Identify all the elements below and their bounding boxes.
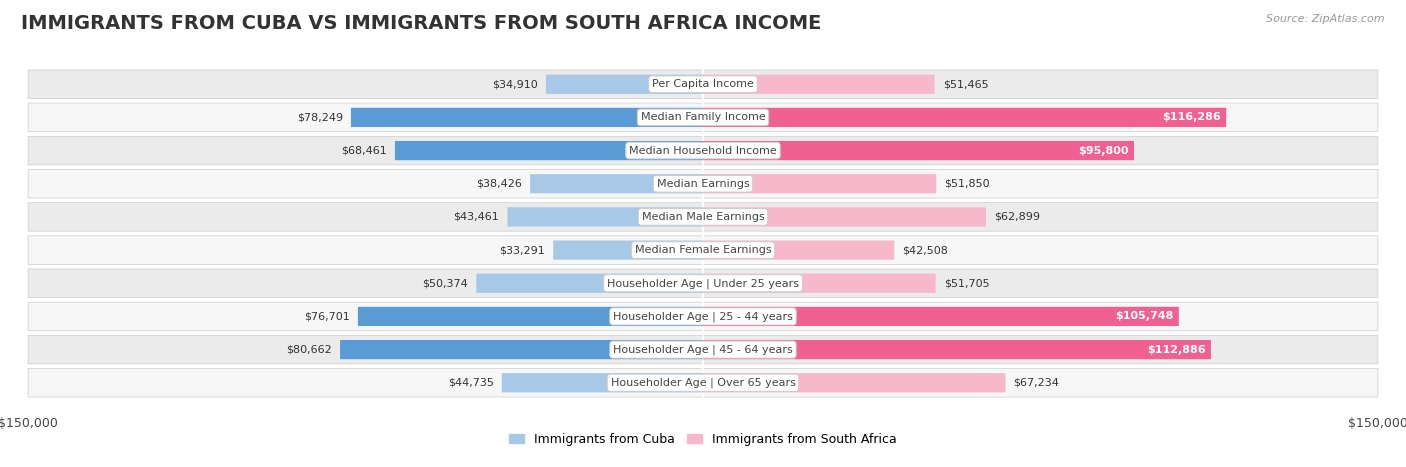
Text: $42,508: $42,508	[903, 245, 948, 255]
FancyBboxPatch shape	[553, 241, 703, 260]
Text: $112,886: $112,886	[1147, 345, 1205, 354]
Text: $105,748: $105,748	[1115, 311, 1174, 321]
Text: $67,234: $67,234	[1014, 378, 1060, 388]
FancyBboxPatch shape	[28, 170, 1378, 198]
Text: Per Capita Income: Per Capita Income	[652, 79, 754, 89]
FancyBboxPatch shape	[703, 174, 936, 193]
FancyBboxPatch shape	[28, 103, 1378, 132]
Text: Median Earnings: Median Earnings	[657, 179, 749, 189]
FancyBboxPatch shape	[395, 141, 703, 160]
Text: Householder Age | 25 - 44 years: Householder Age | 25 - 44 years	[613, 311, 793, 322]
FancyBboxPatch shape	[703, 108, 1226, 127]
Text: Source: ZipAtlas.com: Source: ZipAtlas.com	[1267, 14, 1385, 24]
Text: $50,374: $50,374	[423, 278, 468, 288]
Text: $33,291: $33,291	[499, 245, 546, 255]
Text: $51,705: $51,705	[943, 278, 990, 288]
FancyBboxPatch shape	[28, 136, 1378, 165]
Text: $38,426: $38,426	[477, 179, 522, 189]
FancyBboxPatch shape	[546, 75, 703, 94]
FancyBboxPatch shape	[703, 207, 986, 226]
FancyBboxPatch shape	[703, 75, 935, 94]
Text: Median Female Earnings: Median Female Earnings	[634, 245, 772, 255]
Text: $43,461: $43,461	[454, 212, 499, 222]
FancyBboxPatch shape	[352, 108, 703, 127]
FancyBboxPatch shape	[340, 340, 703, 359]
FancyBboxPatch shape	[28, 70, 1378, 99]
FancyBboxPatch shape	[28, 302, 1378, 331]
FancyBboxPatch shape	[703, 241, 894, 260]
Text: $34,910: $34,910	[492, 79, 538, 89]
FancyBboxPatch shape	[28, 368, 1378, 397]
FancyBboxPatch shape	[28, 269, 1378, 297]
Text: $80,662: $80,662	[287, 345, 332, 354]
FancyBboxPatch shape	[703, 141, 1135, 160]
Text: Median Household Income: Median Household Income	[628, 146, 778, 156]
FancyBboxPatch shape	[703, 340, 1211, 359]
Text: $68,461: $68,461	[342, 146, 387, 156]
FancyBboxPatch shape	[703, 307, 1178, 326]
Text: $76,701: $76,701	[304, 311, 350, 321]
FancyBboxPatch shape	[28, 236, 1378, 264]
FancyBboxPatch shape	[508, 207, 703, 226]
Text: $116,286: $116,286	[1161, 113, 1220, 122]
Text: $44,735: $44,735	[447, 378, 494, 388]
Text: Householder Age | Over 65 years: Householder Age | Over 65 years	[610, 377, 796, 388]
FancyBboxPatch shape	[703, 373, 1005, 392]
FancyBboxPatch shape	[28, 203, 1378, 231]
FancyBboxPatch shape	[530, 174, 703, 193]
Text: $51,465: $51,465	[942, 79, 988, 89]
FancyBboxPatch shape	[359, 307, 703, 326]
Legend: Immigrants from Cuba, Immigrants from South Africa: Immigrants from Cuba, Immigrants from So…	[503, 428, 903, 451]
Text: $62,899: $62,899	[994, 212, 1040, 222]
Text: Householder Age | 45 - 64 years: Householder Age | 45 - 64 years	[613, 344, 793, 355]
FancyBboxPatch shape	[502, 373, 703, 392]
Text: Median Family Income: Median Family Income	[641, 113, 765, 122]
Text: IMMIGRANTS FROM CUBA VS IMMIGRANTS FROM SOUTH AFRICA INCOME: IMMIGRANTS FROM CUBA VS IMMIGRANTS FROM …	[21, 14, 821, 33]
FancyBboxPatch shape	[477, 274, 703, 293]
Text: $51,850: $51,850	[945, 179, 990, 189]
Text: Median Male Earnings: Median Male Earnings	[641, 212, 765, 222]
Text: Householder Age | Under 25 years: Householder Age | Under 25 years	[607, 278, 799, 289]
Text: $95,800: $95,800	[1078, 146, 1129, 156]
FancyBboxPatch shape	[703, 274, 935, 293]
FancyBboxPatch shape	[28, 335, 1378, 364]
Text: $78,249: $78,249	[297, 113, 343, 122]
